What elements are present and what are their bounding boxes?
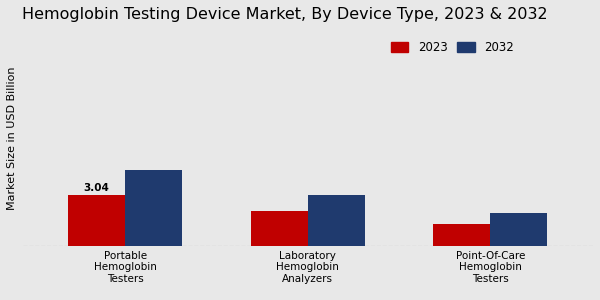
Bar: [490, 213, 547, 246]
Legend: 2023, 2032: 2023, 2032: [386, 36, 518, 58]
Y-axis label: Market Size in USD Billion: Market Size in USD Billion: [7, 66, 17, 210]
Bar: [433, 224, 490, 246]
Text: Hemoglobin Testing Device Market, By Device Type, 2023 & 2032: Hemoglobin Testing Device Market, By Dev…: [23, 7, 548, 22]
Bar: [125, 169, 182, 246]
Text: 3.04: 3.04: [84, 183, 110, 193]
Bar: [68, 196, 125, 246]
Bar: [251, 211, 308, 246]
Bar: [308, 194, 365, 246]
